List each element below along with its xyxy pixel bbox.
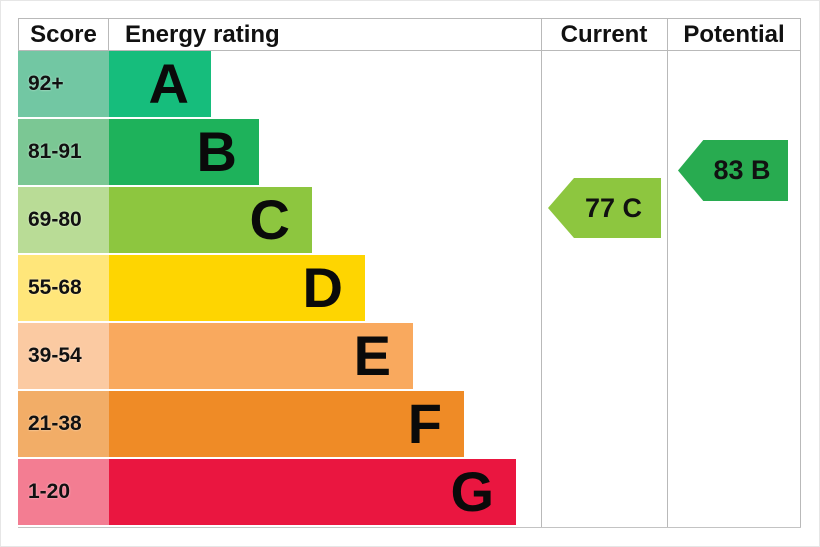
rating-rows: 92+ A 81-91 B 69-80 C 55-68 D bbox=[18, 51, 541, 527]
rating-letter-f: F bbox=[407, 392, 442, 455]
table-right-border bbox=[800, 18, 801, 528]
potential-rating-value: 83 B bbox=[713, 155, 771, 185]
rating-bar-e: E bbox=[109, 323, 413, 391]
rating-row-f: 21-38 F bbox=[18, 391, 541, 459]
rating-bar-a: A bbox=[109, 51, 211, 119]
rating-row-d: 55-68 D bbox=[18, 255, 541, 323]
rating-row-e: 39-54 E bbox=[18, 323, 541, 391]
rating-bar-f: F bbox=[109, 391, 464, 459]
score-range-c: 69-80 bbox=[18, 187, 109, 255]
current-column-left-border bbox=[541, 18, 542, 528]
current-rating-value: 77 C bbox=[584, 192, 643, 223]
potential-column-left-border bbox=[667, 18, 668, 528]
rating-letter-c: C bbox=[249, 188, 290, 251]
potential-rating-arrow: 83 B bbox=[678, 140, 788, 201]
score-range-b: 81-91 bbox=[18, 119, 109, 187]
rating-row-b: 81-91 B bbox=[18, 119, 541, 187]
header-score: Score bbox=[18, 19, 109, 50]
rating-bar-g: G bbox=[109, 459, 516, 527]
score-range-e: 39-54 bbox=[18, 323, 109, 391]
score-range-f: 21-38 bbox=[18, 391, 109, 459]
rating-letter-e: E bbox=[353, 324, 391, 387]
rating-row-c: 69-80 C bbox=[18, 187, 541, 255]
table-header: Score Energy rating Current Potential bbox=[18, 18, 801, 51]
rating-letter-d: D bbox=[302, 256, 343, 319]
score-range-a: 92+ bbox=[18, 51, 109, 119]
rating-bar-c: C bbox=[109, 187, 312, 255]
current-rating-arrow: 77 C bbox=[548, 178, 661, 238]
rating-bar-d: D bbox=[109, 255, 365, 323]
rating-row-g: 1-20 G bbox=[18, 459, 541, 527]
rating-letter-g: G bbox=[450, 460, 494, 523]
rating-letter-a: A bbox=[148, 52, 189, 115]
rating-table: Score Energy rating Current Potential 92… bbox=[18, 18, 801, 528]
rating-row-a: 92+ A bbox=[18, 51, 541, 119]
rating-bar-b: B bbox=[109, 119, 259, 187]
header-energy-rating: Energy rating bbox=[125, 21, 280, 48]
score-range-d: 55-68 bbox=[18, 255, 109, 323]
table-bottom-border bbox=[18, 527, 801, 528]
header-potential: Potential bbox=[683, 21, 785, 48]
rating-letter-b: B bbox=[196, 120, 237, 183]
score-range-g: 1-20 bbox=[18, 459, 109, 527]
header-current: Current bbox=[560, 21, 648, 48]
